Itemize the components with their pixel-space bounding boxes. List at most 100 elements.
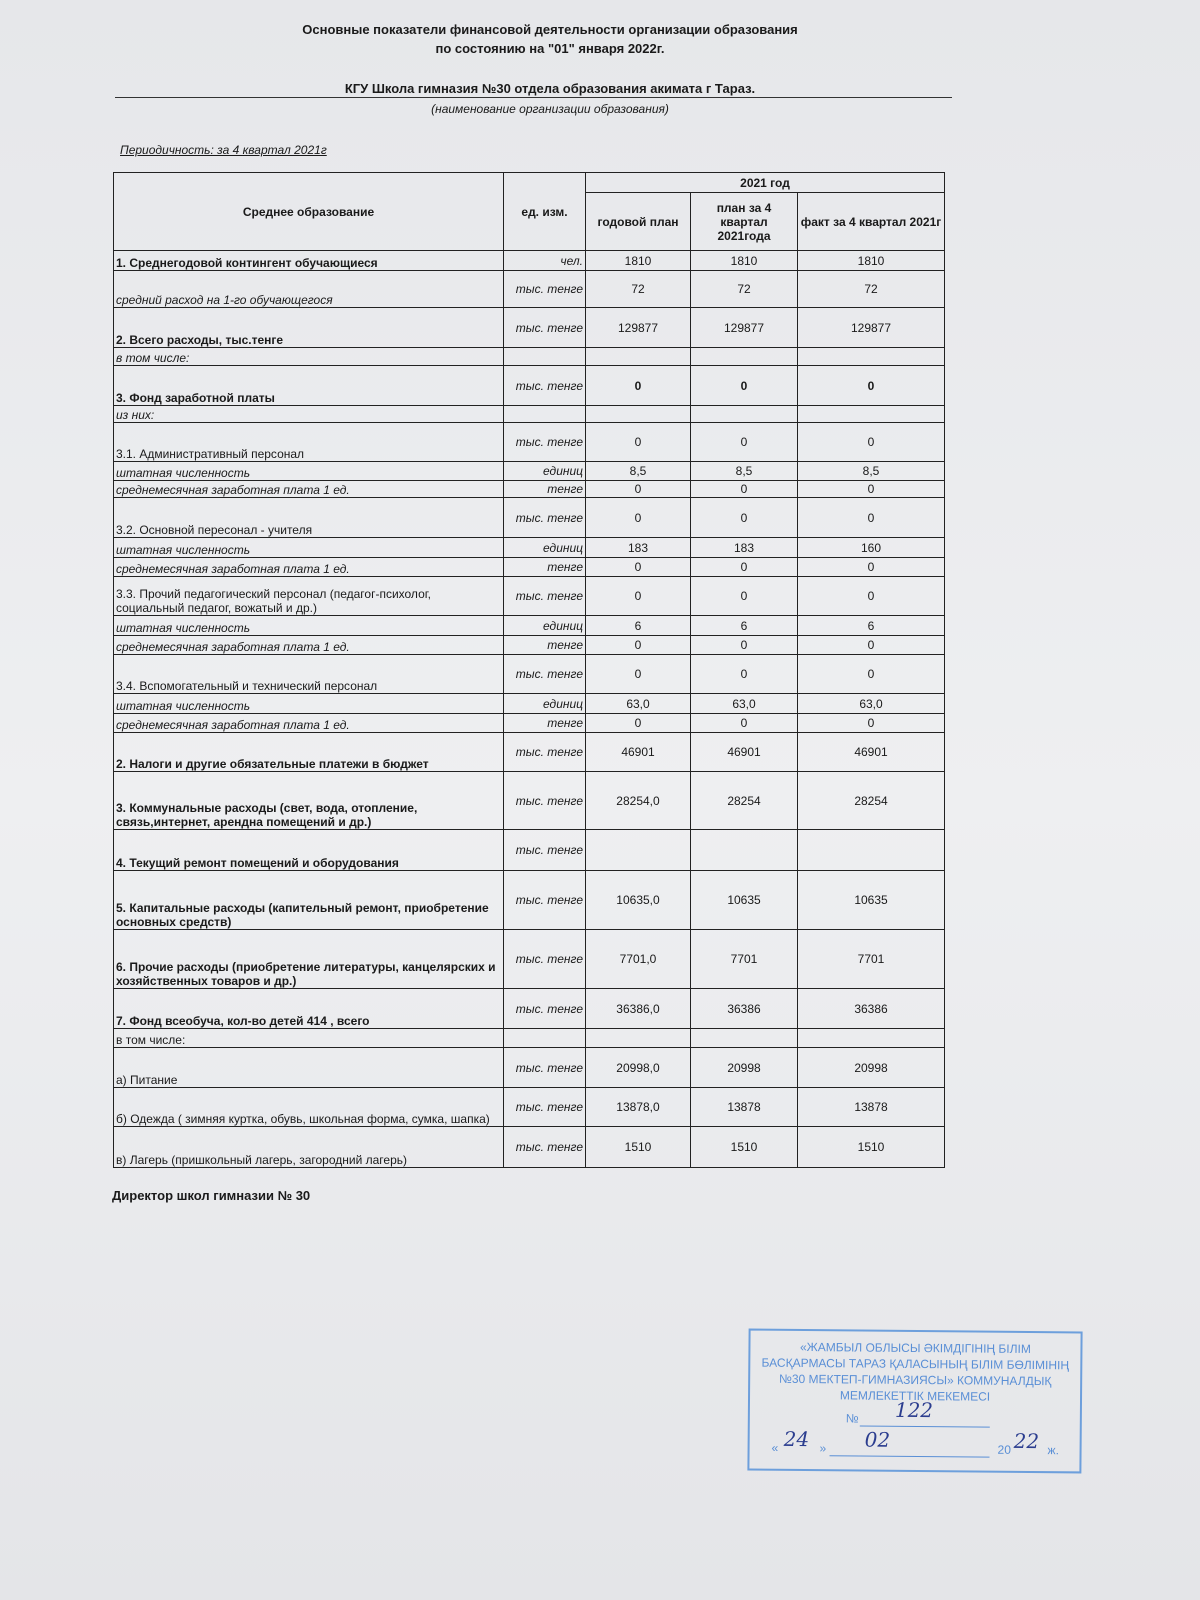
q4-plan-cell — [690, 829, 798, 871]
row-unit: тыс. тенге — [503, 929, 586, 989]
stamp-line: №30 МЕКТЕП-ГИМНАЗИЯСЫ» КОММУНАЛДЫҚ — [778, 1371, 1052, 1389]
annual-plan-cell: 0 — [585, 497, 691, 538]
row-name: 4. Текущий ремонт помещений и оборудован… — [113, 829, 504, 871]
table-row: среднемесячная заработная плата 1 ед. тен… — [113, 635, 945, 655]
table-row: 2. Налоги и другие обязательные платежи … — [113, 732, 945, 772]
row-name: 3.1. Административный персонал — [113, 422, 504, 462]
row-unit: тыс. тенге — [503, 732, 586, 772]
table-row: 6. Прочие расходы (приобретение литерату… — [113, 929, 945, 989]
q4-fact-cell: 160 — [797, 537, 945, 558]
q4-fact-cell: 28254 — [797, 771, 945, 830]
table-row: 3.3. Прочий педагогический персонал (пед… — [113, 576, 945, 616]
q4-fact-cell: 0 — [797, 365, 945, 406]
q4-plan-cell: 7701 — [690, 929, 798, 989]
q4-fact-cell — [797, 829, 945, 871]
registration-stamp: «ЖАМБЫЛ ОБЛЫСЫ ӘКІМДІГІНІҢ БІЛІМ БАСҚАРМ… — [747, 1328, 1083, 1474]
row-name: среднемесячная заработная плата 1 ед. — [113, 557, 504, 577]
row-name: б) Одежда ( зимняя куртка, обувь, школьн… — [113, 1087, 504, 1127]
director-signature-line: Директор школ гимназии № 30 — [112, 1188, 311, 1203]
q4-fact-cell: 0 — [797, 557, 945, 577]
annual-plan-cell: 0 — [585, 422, 691, 462]
stamp-year-prefix: 20 — [997, 1442, 1011, 1457]
row-unit: тыс. тенге — [503, 422, 586, 462]
q4-plan-cell — [690, 347, 798, 366]
table-row: штатная численность единиц 8,5 8,5 8,5 — [113, 461, 945, 481]
row-name: в том числе: — [113, 1028, 504, 1048]
q4-fact-cell: 36386 — [797, 988, 945, 1029]
annual-plan-cell: 8,5 — [585, 461, 691, 481]
annual-plan-cell: 10635,0 — [585, 870, 691, 930]
table-row: 3.2. Основной пересонал - учителя тыс. те… — [113, 497, 945, 538]
annual-plan-cell: 46901 — [585, 732, 691, 772]
table-row: среднемесячная заработная плата 1 ед. тен… — [113, 480, 945, 498]
q4-fact-cell: 20998 — [797, 1047, 945, 1088]
q4-fact-cell: 8,5 — [797, 461, 945, 481]
q4-fact-cell: 0 — [797, 576, 945, 616]
annual-plan-cell: 7701,0 — [585, 929, 691, 989]
row-unit: тыс. тенге — [503, 988, 586, 1029]
q4-plan-cell: 0 — [690, 635, 798, 655]
stamp-year-unit: ж. — [1047, 1443, 1060, 1458]
row-name: штатная численность — [113, 537, 504, 558]
q4-fact-cell: 72 — [797, 270, 945, 308]
row-unit: тенге — [503, 480, 586, 498]
q4-fact-cell: 7701 — [797, 929, 945, 989]
col-unit-header: ед. изм. — [503, 172, 586, 251]
row-name: 2. Налоги и другие обязательные платежи … — [113, 732, 504, 772]
row-unit: тенге — [503, 635, 586, 655]
row-name: 7. Фонд всеобуча, кол-во детей 414 , все… — [113, 988, 504, 1029]
annual-plan-cell: 1810 — [585, 250, 691, 271]
table-row: штатная численность единиц 6 6 6 — [113, 615, 945, 636]
annual-plan-cell: 0 — [585, 365, 691, 406]
table-row: в том числе: — [113, 347, 945, 366]
table-row: 2. Всего расходы, тыс.тенге тыс. тенге 129… — [113, 307, 945, 348]
table-row: а) Питание тыс. тенге 20998,0 20998 20998 — [113, 1047, 945, 1088]
annual-plan-cell: 0 — [585, 480, 691, 498]
stamp-number: 122 — [894, 1397, 934, 1423]
stamp-number-label: № — [845, 1411, 859, 1426]
row-name: 5. Капитальные расходы (капительный ремо… — [113, 870, 504, 930]
row-unit: чел. — [503, 250, 586, 271]
q4-plan-cell — [690, 1028, 798, 1048]
q4-fact-cell: 6 — [797, 615, 945, 636]
q4-plan-cell: 36386 — [690, 988, 798, 1029]
row-unit: тыс. тенге — [503, 870, 586, 930]
row-name: а) Питание — [113, 1047, 504, 1088]
annual-plan-cell: 0 — [585, 654, 691, 694]
q4-plan-cell: 28254 — [690, 771, 798, 830]
table-row: 3.1. Административный персонал тыс. тенге… — [113, 422, 945, 462]
table-row: штатная численность единиц 183 183 160 — [113, 537, 945, 558]
q4-plan-cell: 63,0 — [690, 693, 798, 714]
table-row: 3. Коммунальные расходы (свет, вода, ото… — [113, 771, 945, 830]
table-row: из них: — [113, 405, 945, 423]
row-unit — [503, 1028, 586, 1048]
q4-plan-cell: 1510 — [690, 1126, 798, 1168]
annual-plan-cell: 13878,0 — [585, 1087, 691, 1127]
document-title: Основные показатели финансовой деятельно… — [302, 22, 798, 37]
table-row: 3.4. Вспомогательный и технический персо… — [113, 654, 945, 694]
q4-fact-cell: 0 — [797, 635, 945, 655]
table-row: средний расход на 1-го обучающегося тыс. … — [113, 270, 945, 308]
table-row: 3. Фонд заработной платы тыс. тенге 0 0 0 — [113, 365, 945, 406]
table-row: в том числе: — [113, 1028, 945, 1048]
row-name: среднемесячная заработная плата 1 ед. — [113, 480, 504, 498]
col-fact-header: факт за 4 квартал 2021г — [797, 192, 945, 251]
row-name: 3.3. Прочий педагогический персонал (пед… — [113, 576, 504, 616]
row-name: в том числе: — [113, 347, 504, 366]
q4-plan-cell: 0 — [690, 576, 798, 616]
q4-plan-cell: 20998 — [690, 1047, 798, 1088]
row-unit: тыс. тенге — [503, 1126, 586, 1168]
q4-plan-cell: 72 — [690, 270, 798, 308]
table-row: среднемесячная заработная плата 1 ед. тен… — [113, 557, 945, 577]
q4-plan-cell: 13878 — [690, 1087, 798, 1127]
q4-fact-cell: 0 — [797, 713, 945, 733]
q4-fact-cell: 0 — [797, 654, 945, 694]
row-unit: тыс. тенге — [503, 1087, 586, 1127]
annual-plan-cell: 183 — [585, 537, 691, 558]
row-name: 3.4. Вспомогательный и технический персо… — [113, 654, 504, 694]
row-unit: тыс. тенге — [503, 829, 586, 871]
q4-fact-cell — [797, 347, 945, 366]
q4-fact-cell — [797, 1028, 945, 1048]
row-name: 6. Прочие расходы (приобретение литерату… — [113, 929, 504, 989]
row-unit: тыс. тенге — [503, 1047, 586, 1088]
